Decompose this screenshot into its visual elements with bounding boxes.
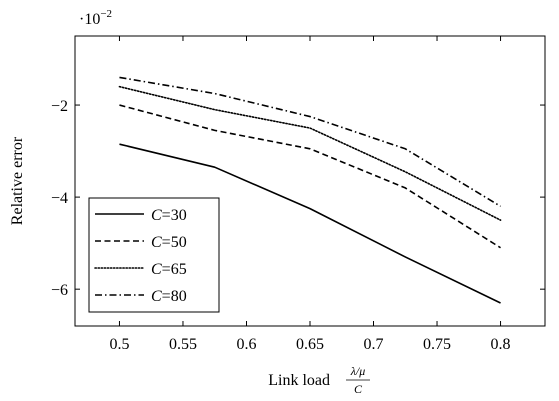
legend-label: C=65 [151, 261, 187, 278]
y-scale-base: ·10 [79, 11, 100, 28]
legend-box [88, 197, 220, 313]
legend-label: C=30 [151, 207, 187, 224]
series-line [119, 143, 501, 304]
y-tick-label: −4 [51, 190, 68, 207]
x-axis-label-text: Link load [268, 372, 330, 389]
series-line [119, 104, 501, 249]
x-tick-label: 0.8 [491, 336, 511, 353]
y-scale-label: ·10−2 [79, 8, 112, 28]
x-axis-label-denominator: C [354, 382, 363, 396]
legend-label: C=80 [151, 288, 187, 305]
y-scale-exponent: −2 [100, 8, 112, 20]
series-line [119, 76, 501, 208]
x-axis-label-numerator: λ/μ [350, 364, 366, 378]
x-tick-label: 0.65 [296, 336, 324, 353]
series-line [118, 85, 502, 221]
legend: C=30 C=50 C=65 C=80 [88, 197, 220, 313]
x-tick-label: 0.75 [423, 336, 451, 353]
x-axis-label: Link load λ/μ C [268, 364, 370, 396]
y-tick-label: −2 [51, 98, 68, 115]
y-tick-label: −6 [51, 282, 68, 299]
x-tick-label: 0.7 [364, 336, 384, 353]
x-tick-label: 0.5 [109, 336, 129, 353]
plot-frame [74, 35, 546, 327]
y-axis-label: Relative error [9, 136, 26, 225]
x-tick-label: 0.55 [169, 336, 197, 353]
legend-label: C=50 [151, 234, 187, 251]
x-tick-label: 0.6 [236, 336, 256, 353]
